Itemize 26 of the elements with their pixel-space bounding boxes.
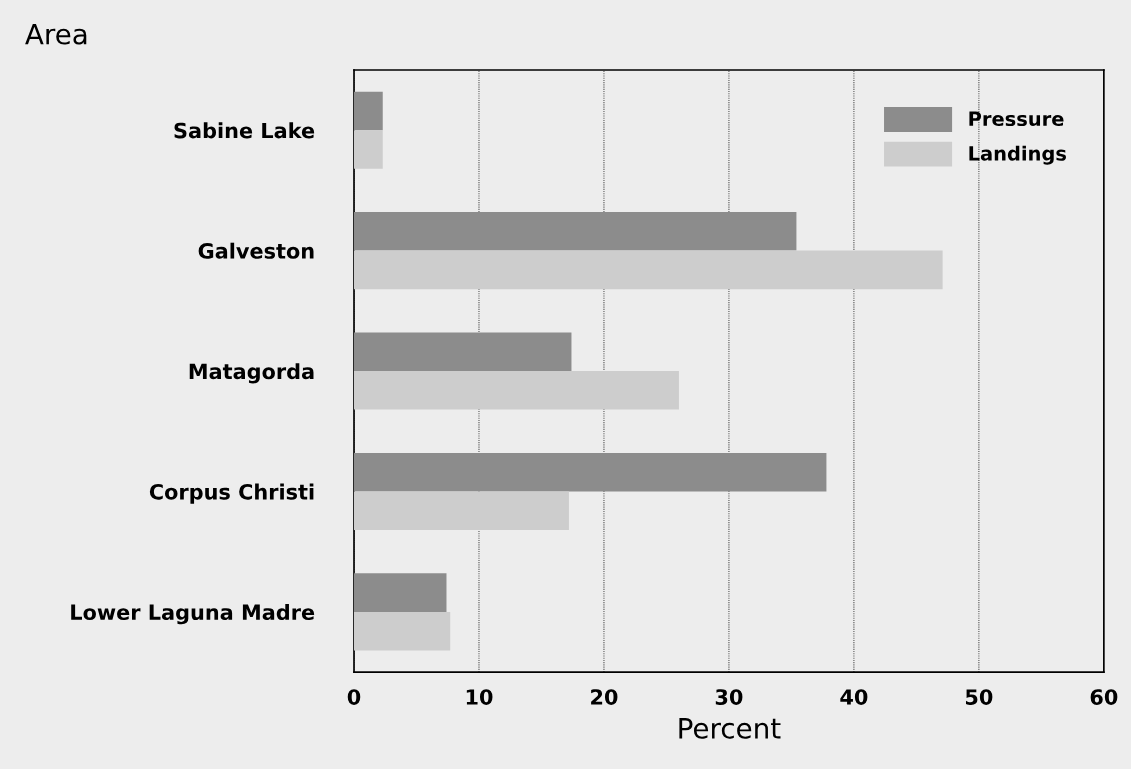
x-tick-label: 10 (466, 689, 493, 705)
x-tick-label: 40 (840, 689, 868, 705)
legend-label: Pressure (969, 111, 1064, 127)
bar (354, 130, 383, 169)
y-tick-label: Matagorda (189, 363, 314, 384)
x-tick-label: 50 (965, 689, 993, 705)
bar (354, 91, 383, 131)
legend-label: Landings (969, 145, 1066, 165)
y-tick-label: Lower Laguna Madre (71, 603, 315, 625)
bar (354, 452, 827, 492)
y-tick-label: Galveston (198, 242, 314, 259)
bar (354, 573, 447, 612)
bar (354, 332, 572, 372)
x-tick-label: 30 (715, 689, 743, 705)
y-tick-label: Corpus Christi (149, 483, 314, 504)
bar (354, 491, 569, 530)
x-tick-label: 60 (1090, 689, 1118, 705)
x-tick-label: 0 (347, 689, 361, 705)
x-tick-label: 20 (591, 689, 618, 705)
bar (354, 212, 797, 251)
bar (354, 250, 943, 290)
bar (354, 371, 679, 410)
x-axis-title: Percent (679, 718, 781, 739)
bar (354, 611, 451, 651)
y-axis-title: Area (25, 23, 87, 45)
y-tick-label: Sabine Lake (174, 122, 315, 139)
